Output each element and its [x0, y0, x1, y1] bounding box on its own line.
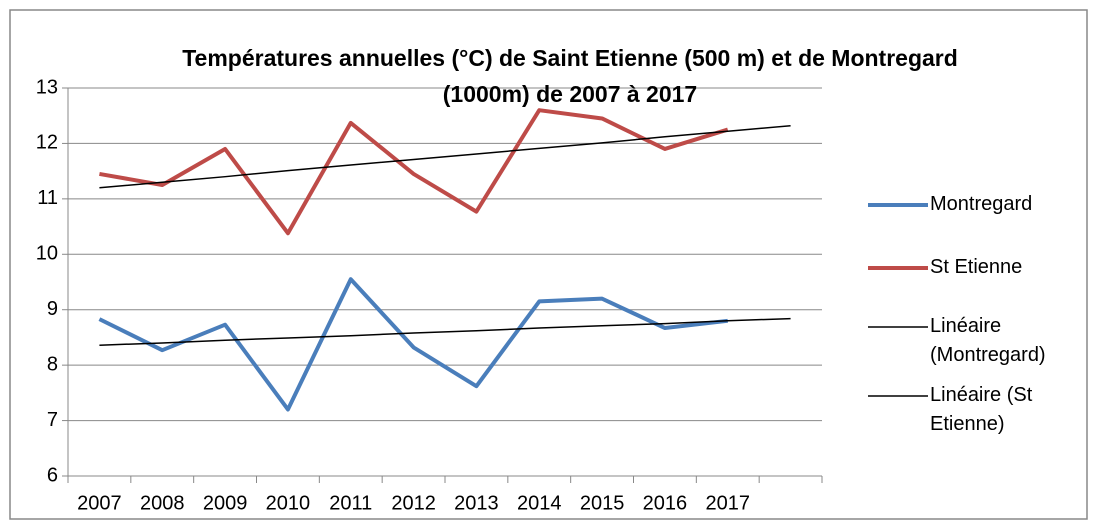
- y-tick-label: 13: [36, 76, 58, 98]
- chart-border: [9, 9, 1088, 520]
- y-tick-label: 6: [47, 464, 58, 486]
- legend-label: St Etienne: [930, 256, 1023, 278]
- x-tick-label: 2013: [454, 492, 499, 514]
- y-tick-label: 12: [36, 132, 58, 154]
- legend-label: Linéaire (Montregard): [930, 315, 1046, 366]
- chart-title: Températures annuelles (°C) de Saint Eti…: [182, 45, 958, 107]
- y-tick-label: 9: [47, 298, 58, 320]
- series-line: [98, 277, 728, 412]
- x-tick-label: 2007: [77, 492, 122, 514]
- series-line: [99, 108, 729, 236]
- y-tick-label: 11: [37, 187, 58, 209]
- series-line: [99, 317, 791, 346]
- x-tick-label: 2011: [329, 492, 372, 514]
- y-tick-label: 8: [47, 353, 58, 375]
- legend-label: Montregard: [930, 193, 1033, 215]
- y-tick-label: 10: [36, 243, 58, 265]
- x-tick-label: 2010: [266, 492, 311, 514]
- legend-label: Linéaire (St Etienne): [930, 384, 1033, 435]
- x-tick-label: 2014: [517, 492, 562, 514]
- x-tick-label: 2015: [580, 492, 625, 514]
- x-tick-label: 2017: [706, 492, 751, 514]
- x-tick-label: 2009: [203, 492, 248, 514]
- y-tick-label: 7: [47, 409, 58, 431]
- series-line: [99, 124, 791, 189]
- x-tick-label: 2016: [643, 492, 688, 514]
- x-tick-label: 2012: [391, 492, 436, 514]
- x-tick-label: 2008: [140, 492, 185, 514]
